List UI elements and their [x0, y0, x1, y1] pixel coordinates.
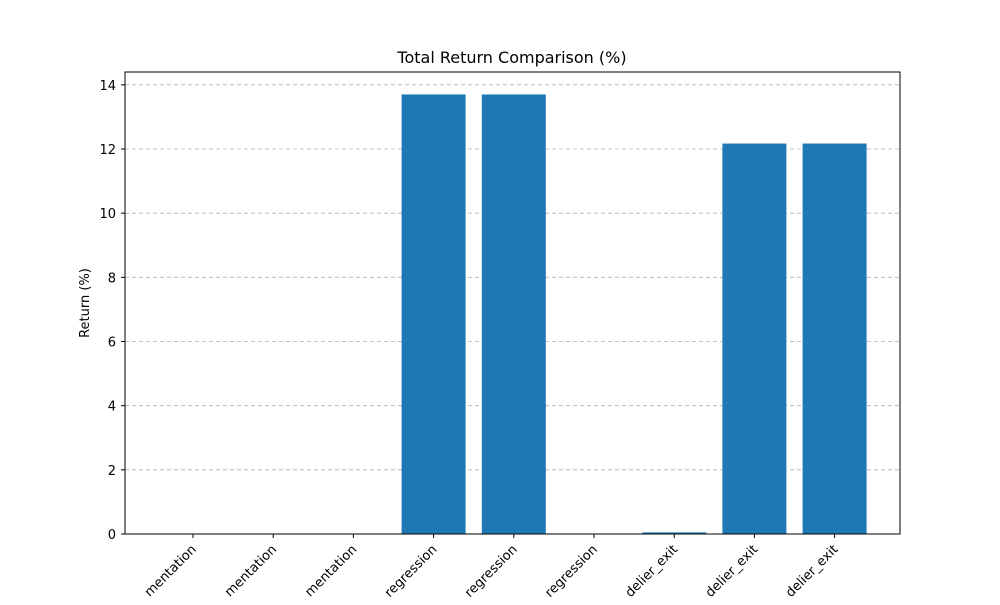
- chart-title: Total Return Comparison (%): [396, 48, 626, 67]
- x-tick-label: mentation: [302, 542, 360, 600]
- x-tick-label: delier_exit: [783, 542, 841, 600]
- y-axis: 0 2 4 6 8 10 12 14: [99, 79, 125, 543]
- x-tick-label: regression: [462, 542, 520, 600]
- x-tick-label: mentation: [222, 542, 280, 600]
- x-tick-label: delier_exit: [703, 542, 761, 600]
- y-tick-label: 12: [99, 143, 116, 158]
- bar: [401, 94, 466, 534]
- bar: [481, 94, 546, 534]
- x-tick-label: regression: [382, 542, 440, 600]
- y-tick-label: 8: [108, 271, 116, 286]
- bars-layer: [401, 94, 867, 534]
- x-tick-label: regression: [542, 542, 600, 600]
- y-tick-label: 4: [108, 400, 116, 415]
- y-tick-label: 14: [99, 79, 116, 94]
- x-tick-label: delier_exit: [623, 542, 681, 600]
- y-tick-label: 2: [108, 464, 116, 479]
- y-tick-label: 10: [99, 207, 116, 222]
- x-tick-label: mentation: [142, 542, 200, 600]
- y-tick-label: 6: [108, 336, 116, 351]
- x-axis: mentation mentation mentation regression reg…: [142, 534, 841, 601]
- y-tick-label: 0: [108, 528, 116, 543]
- bar: [722, 143, 787, 534]
- bar: [802, 143, 867, 534]
- bar: [642, 532, 707, 534]
- plot-frame: [124, 71, 901, 535]
- y-axis-label: Return (%): [78, 268, 93, 338]
